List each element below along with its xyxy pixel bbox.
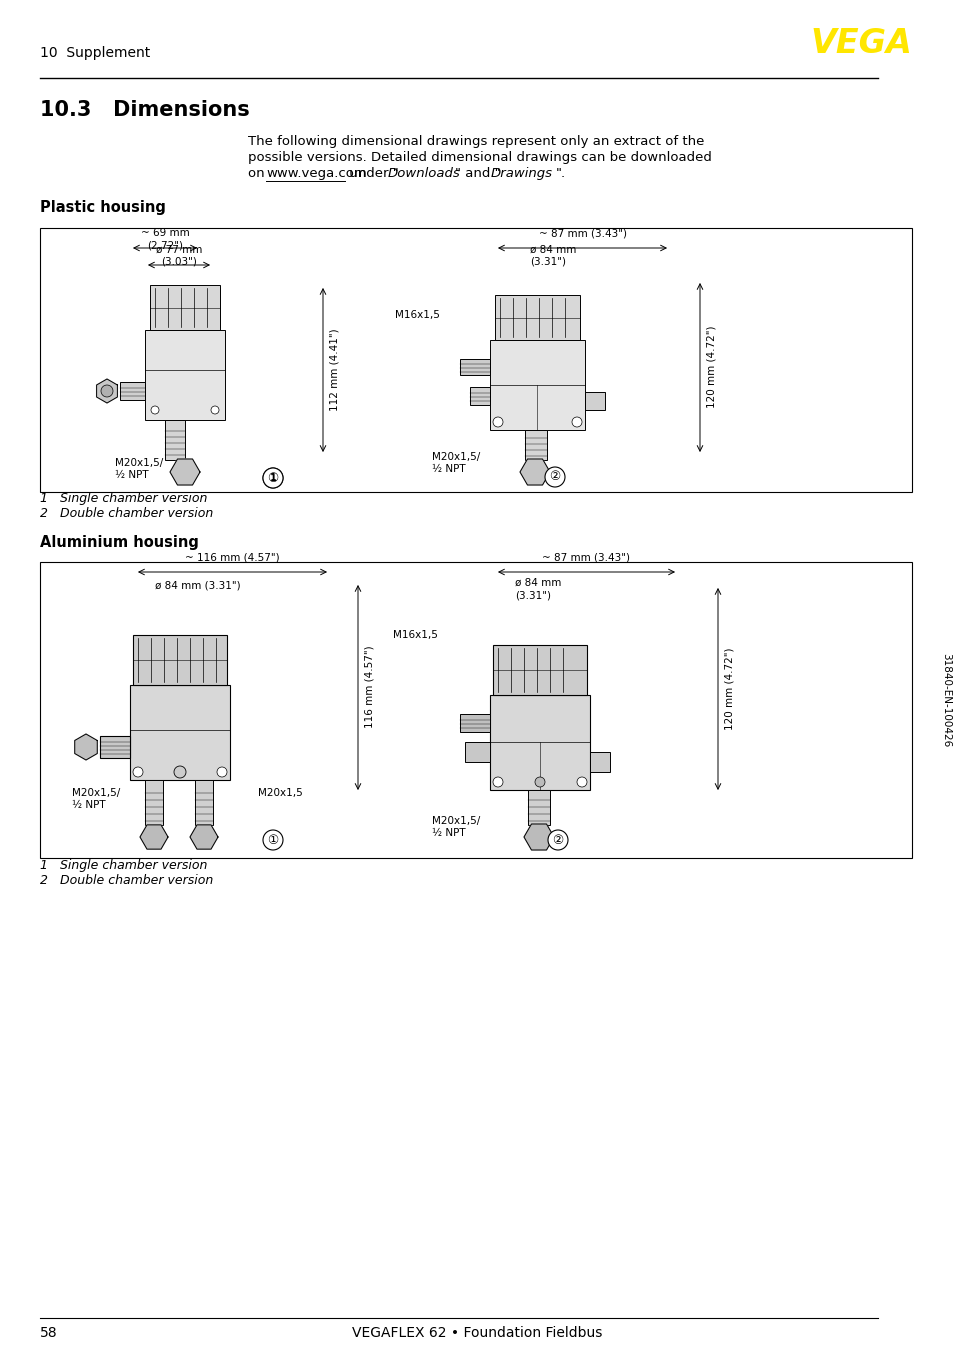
Text: ②: ②: [549, 470, 560, 483]
Circle shape: [173, 766, 186, 779]
Bar: [495, 295, 579, 340]
Text: M20x1,5/: M20x1,5/: [432, 816, 479, 826]
Text: ~ 87 mm (3.43"): ~ 87 mm (3.43"): [541, 552, 629, 562]
Text: (3.31"): (3.31"): [515, 590, 551, 600]
Text: www.vega.com: www.vega.com: [266, 167, 366, 180]
Text: M16x1,5: M16x1,5: [393, 630, 437, 640]
Circle shape: [547, 830, 567, 850]
Text: 112 mm (4.41"): 112 mm (4.41"): [330, 329, 339, 412]
Text: (3.03"): (3.03"): [161, 257, 196, 267]
Circle shape: [493, 417, 502, 427]
Text: on: on: [248, 167, 269, 180]
Text: 120 mm (4.72"): 120 mm (4.72"): [724, 647, 734, 730]
Text: M16x1,5: M16x1,5: [395, 310, 439, 320]
Text: ½ NPT: ½ NPT: [432, 829, 465, 838]
Bar: [150, 284, 220, 330]
Text: ø 84 mm: ø 84 mm: [530, 245, 576, 255]
Bar: [40, 562, 911, 858]
Bar: [464, 742, 490, 762]
Circle shape: [544, 467, 564, 487]
Polygon shape: [74, 734, 97, 760]
Text: ~ 116 mm (4.57"): ~ 116 mm (4.57"): [185, 552, 279, 562]
Text: 120 mm (4.72"): 120 mm (4.72"): [706, 326, 717, 409]
Text: VEGA: VEGA: [809, 27, 911, 60]
Polygon shape: [190, 825, 218, 849]
Circle shape: [101, 385, 112, 397]
Text: 116 mm (4.57"): 116 mm (4.57"): [365, 646, 375, 728]
Bar: [120, 382, 145, 399]
Text: 1: 1: [270, 473, 276, 483]
Text: ~ 69 mm: ~ 69 mm: [140, 227, 190, 238]
Polygon shape: [519, 459, 550, 485]
Text: possible versions. Detailed dimensional drawings can be downloaded: possible versions. Detailed dimensional …: [248, 152, 711, 164]
Circle shape: [535, 777, 544, 787]
Text: ~ 87 mm (3.43"): ~ 87 mm (3.43"): [538, 227, 626, 238]
Bar: [527, 789, 550, 825]
Bar: [194, 780, 213, 825]
Text: 10.3   Dimensions: 10.3 Dimensions: [40, 100, 250, 121]
Text: ø 84 mm (3.31"): ø 84 mm (3.31"): [154, 580, 240, 590]
Text: ①: ①: [267, 471, 278, 485]
Bar: [40, 227, 911, 492]
Text: under ": under ": [345, 167, 398, 180]
Text: " and ": " and ": [455, 167, 500, 180]
Text: 1   Single chamber version: 1 Single chamber version: [40, 492, 207, 505]
Bar: [165, 420, 185, 460]
Text: ½ NPT: ½ NPT: [71, 800, 106, 810]
Bar: [584, 393, 604, 410]
Text: ø 84 mm: ø 84 mm: [515, 578, 560, 588]
Circle shape: [211, 406, 219, 414]
Text: The following dimensional drawings represent only an extract of the: The following dimensional drawings repre…: [248, 135, 703, 148]
Text: 10  Supplement: 10 Supplement: [40, 46, 150, 60]
Text: M20x1,5/: M20x1,5/: [71, 788, 120, 798]
Bar: [524, 431, 546, 460]
Polygon shape: [96, 379, 117, 403]
Text: Drawings: Drawings: [491, 167, 553, 180]
Text: 31840-EN-100426: 31840-EN-100426: [940, 653, 950, 747]
Bar: [459, 359, 490, 375]
Text: 1   Single chamber version: 1 Single chamber version: [40, 858, 207, 872]
Circle shape: [577, 777, 586, 787]
Bar: [145, 330, 225, 420]
Text: ½ NPT: ½ NPT: [115, 470, 149, 481]
Text: M20x1,5/: M20x1,5/: [115, 458, 163, 468]
Polygon shape: [170, 459, 200, 485]
Circle shape: [263, 468, 283, 487]
Bar: [459, 714, 490, 733]
Bar: [493, 645, 586, 695]
Circle shape: [151, 406, 159, 414]
Bar: [145, 780, 163, 825]
Bar: [589, 751, 609, 772]
Bar: [470, 387, 490, 405]
Text: (2.72"): (2.72"): [147, 240, 183, 250]
Bar: [490, 340, 584, 431]
Circle shape: [216, 766, 227, 777]
Text: ø 77 mm: ø 77 mm: [155, 245, 202, 255]
Circle shape: [263, 468, 283, 487]
Text: M20x1,5: M20x1,5: [257, 788, 302, 798]
Circle shape: [263, 830, 283, 850]
Text: Aluminium housing: Aluminium housing: [40, 535, 198, 550]
Text: 58: 58: [40, 1326, 57, 1340]
Text: ②: ②: [552, 834, 563, 846]
Bar: [100, 737, 130, 758]
Text: M20x1,5/: M20x1,5/: [432, 452, 479, 462]
Polygon shape: [523, 825, 554, 850]
Bar: [132, 635, 227, 685]
Text: 2   Double chamber version: 2 Double chamber version: [40, 506, 213, 520]
Circle shape: [572, 417, 581, 427]
Text: ½ NPT: ½ NPT: [432, 464, 465, 474]
Text: 2   Double chamber version: 2 Double chamber version: [40, 873, 213, 887]
Text: ".: ".: [556, 167, 565, 180]
Text: Plastic housing: Plastic housing: [40, 200, 166, 215]
Text: VEGAFLEX 62 • Foundation Fieldbus: VEGAFLEX 62 • Foundation Fieldbus: [352, 1326, 601, 1340]
Text: Downloads: Downloads: [388, 167, 460, 180]
Bar: [130, 685, 230, 780]
Bar: [490, 695, 589, 789]
Circle shape: [493, 777, 502, 787]
Text: (3.31"): (3.31"): [530, 257, 565, 267]
Polygon shape: [140, 825, 168, 849]
Circle shape: [132, 766, 143, 777]
Text: ①: ①: [267, 834, 278, 846]
